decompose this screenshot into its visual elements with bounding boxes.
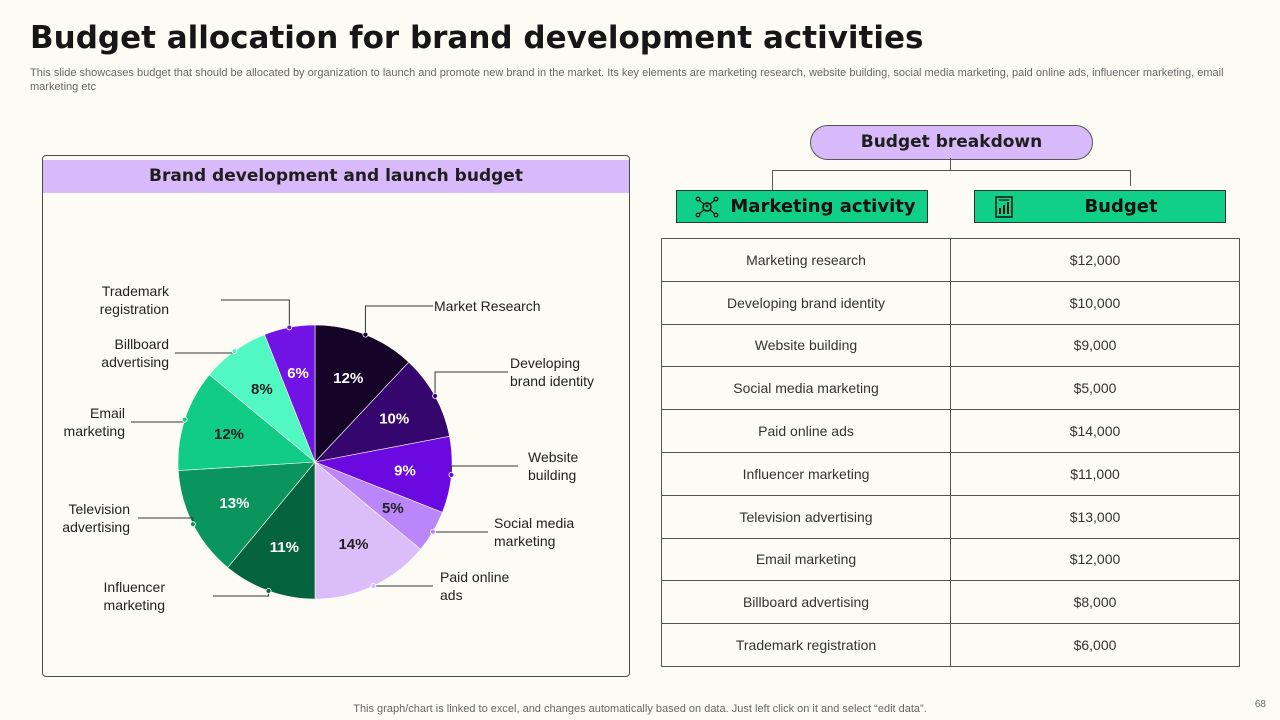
column-header-activity: Marketing activity bbox=[676, 190, 928, 223]
budget-cell: $12,000 bbox=[950, 537, 1240, 582]
leader-dot bbox=[370, 583, 377, 589]
breakdown-connector bbox=[772, 170, 1131, 171]
breakdown-connector bbox=[1130, 170, 1131, 186]
slice-percent-label: 12% bbox=[333, 370, 363, 387]
table-row: Marketing research $12,000 bbox=[661, 238, 1240, 282]
slice-category-label: Billboard advertising bbox=[101, 336, 169, 370]
budget-cell: $12,000 bbox=[950, 238, 1240, 282]
leader-line bbox=[175, 351, 235, 354]
leader-dot bbox=[362, 331, 369, 338]
page-title: Budget allocation for brand development … bbox=[30, 20, 924, 56]
budget-chart-icon bbox=[995, 195, 1013, 218]
slice-percent-label: 13% bbox=[219, 495, 249, 512]
slice-category-label: Social media marketing bbox=[494, 515, 574, 549]
leader-line bbox=[450, 465, 518, 475]
slice-category-label: Email marketing bbox=[64, 405, 125, 439]
leader-line bbox=[131, 419, 186, 423]
leader-dot bbox=[231, 348, 238, 355]
leader-dot bbox=[432, 393, 438, 399]
column-header-activity-label: Marketing activity bbox=[730, 196, 916, 217]
table-row: Paid online ads $14,000 bbox=[661, 409, 1240, 453]
slice-category-label: Paid online ads bbox=[440, 569, 509, 603]
budget-table: Marketing research $12,000 Developing bran… bbox=[661, 238, 1240, 667]
activity-cell: Email marketing bbox=[661, 537, 951, 582]
activity-cell: Social media marketing bbox=[661, 366, 951, 411]
slice-category-label: Trademark registration bbox=[100, 283, 170, 317]
column-header-budget-label: Budget bbox=[1084, 196, 1158, 217]
page-number: 68 bbox=[1254, 699, 1266, 710]
leader-dot bbox=[448, 471, 455, 478]
page-subtitle: This slide showcases budget that should … bbox=[30, 67, 1224, 93]
slice-percent-label: 9% bbox=[394, 463, 416, 480]
marketing-network-icon bbox=[695, 196, 719, 217]
leader-dot bbox=[190, 521, 196, 528]
activity-cell: Marketing research bbox=[661, 238, 951, 282]
activity-cell: Influencer marketing bbox=[661, 451, 951, 496]
leader-line bbox=[221, 299, 290, 328]
column-header-budget: Budget bbox=[974, 190, 1226, 223]
slice-percent-label: 5% bbox=[382, 500, 404, 517]
activity-cell: Billboard advertising bbox=[661, 580, 951, 625]
slice-category-label: Website building bbox=[528, 449, 579, 483]
budget-cell: $5,000 bbox=[950, 366, 1240, 411]
table-row: Website building $9,000 bbox=[661, 323, 1240, 368]
slice-percent-label: 8% bbox=[251, 381, 273, 398]
slice-category-label: Market Research bbox=[434, 298, 541, 314]
table-row: Developing brand identity $10,000 bbox=[661, 280, 1240, 325]
slice-percent-label: 14% bbox=[338, 536, 368, 553]
slice-percent-label: 6% bbox=[287, 365, 309, 382]
leader-dot bbox=[181, 416, 188, 423]
slice-percent-label: 11% bbox=[270, 539, 299, 556]
table-row: Trademark registration $6,000 bbox=[661, 623, 1240, 667]
leader-line bbox=[138, 517, 194, 525]
pie-chart: 12% Market Research 10% Developing brand ide… bbox=[62, 283, 594, 613]
activity-cell: Paid online ads bbox=[661, 409, 951, 453]
leader-dot bbox=[286, 324, 293, 331]
table-row: Television advertising $13,000 bbox=[661, 494, 1240, 539]
budget-cell: $6,000 bbox=[950, 623, 1240, 667]
activity-cell: Website building bbox=[661, 323, 951, 368]
chart-panel: Brand development and launch budget 12% M… bbox=[42, 155, 630, 677]
table-row: Billboard advertising $8,000 bbox=[661, 580, 1240, 625]
leader-dot bbox=[265, 588, 272, 594]
leader-line bbox=[213, 590, 270, 597]
leader-dot bbox=[430, 528, 436, 535]
slice-category-label: Developing brand identity bbox=[510, 355, 594, 389]
chart-panel-title: Brand development and launch budget bbox=[43, 160, 629, 193]
budget-cell: $13,000 bbox=[950, 494, 1240, 539]
leader-line bbox=[364, 305, 433, 335]
budget-breakdown-title: Budget breakdown bbox=[810, 125, 1093, 160]
table-row: Social media marketing $5,000 bbox=[661, 366, 1240, 411]
budget-cell: $10,000 bbox=[950, 280, 1240, 325]
budget-cell: $8,000 bbox=[950, 580, 1240, 625]
table-row: Email marketing $12,000 bbox=[661, 537, 1240, 582]
table-row: Influencer marketing $11,000 bbox=[661, 451, 1240, 496]
budget-cell: $11,000 bbox=[950, 451, 1240, 496]
activity-cell: Television advertising bbox=[661, 494, 951, 539]
leader-line bbox=[434, 371, 508, 396]
slice-percent-label: 10% bbox=[379, 410, 409, 427]
budget-cell: $14,000 bbox=[950, 409, 1240, 453]
activity-cell: Trademark registration bbox=[661, 623, 951, 667]
footer-note: This graph/chart is linked to excel, and… bbox=[353, 703, 927, 715]
breakdown-connector bbox=[772, 170, 773, 190]
slice-category-label: Television advertising bbox=[62, 501, 130, 535]
slice-category-label: Influencer marketing bbox=[104, 579, 166, 613]
activity-cell: Developing brand identity bbox=[661, 280, 951, 325]
breakdown-connector bbox=[950, 158, 951, 170]
slice-percent-label: 12% bbox=[214, 426, 244, 443]
budget-cell: $9,000 bbox=[950, 323, 1240, 368]
